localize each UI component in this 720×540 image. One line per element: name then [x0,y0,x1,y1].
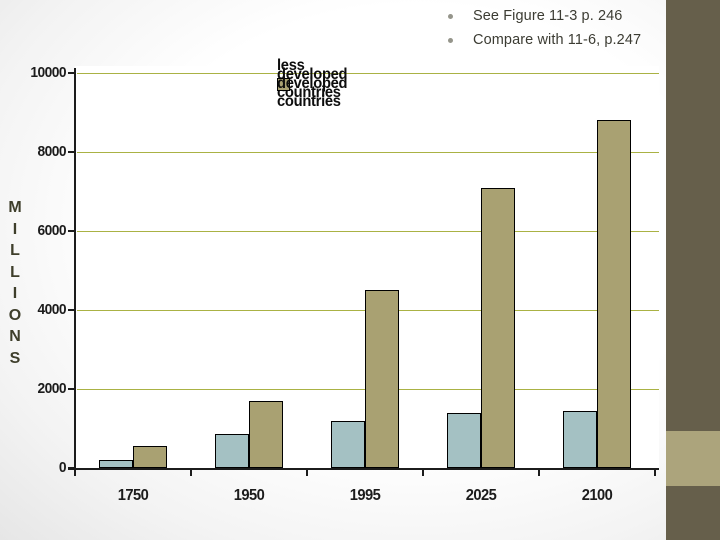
x-axis-line [68,468,659,470]
x-tick [538,468,540,476]
y-axis-title-letter: M [8,199,22,216]
y-tick [68,151,75,153]
legend-label: developed countries [277,66,348,101]
x-axis-tick-label: 1750 [117,487,149,504]
bar-less-developed-2100 [597,120,631,468]
y-axis-title-letter: I [12,220,18,238]
x-tick [306,468,308,476]
bar-developed-1750 [99,460,133,468]
x-axis-tick-label: 1995 [349,487,381,504]
bullet-text: See Figure 11-3 p. 246 [473,8,623,24]
x-tick [190,468,192,476]
bullet-text: Compare with 11-6, p.247 [473,32,642,48]
y-axis-title-letter: I [12,285,18,302]
y-axis-title-letter: L [10,263,20,281]
gridline [77,230,659,232]
x-axis-tick-label: 2100 [581,487,613,504]
legend-label: less developed countries [277,57,348,110]
y-tick [68,230,75,232]
y-axis-title-letter: L [10,242,20,259]
bar-developed-2100 [563,411,597,468]
bullet-list: See Figure 11-3 p. 246 Compare with 11-6… [448,7,663,55]
x-tick [422,468,424,476]
x-axis-tick-label: 2025 [465,487,497,504]
y-axis-title-letter: N [9,328,21,345]
bar-developed-1950 [215,434,249,468]
bullet-icon [448,38,453,43]
sidebar-accent-block [666,431,720,486]
bar-less-developed-2025 [481,188,515,468]
y-tick [68,72,75,74]
bar-less-developed-1950 [249,401,283,468]
y-axis-line [74,68,76,470]
x-axis-tick-label: 1950 [233,487,265,504]
y-axis-tick-label: 0 [58,459,67,476]
bullet-item: Compare with 11-6, p.247 [448,31,663,50]
y-axis-tick-label: 10000 [30,64,66,81]
bar-developed-2025 [447,413,481,468]
y-axis-title-letter: O [8,306,22,324]
y-axis-tick-label: 2000 [37,380,66,397]
sidebar-panel [666,0,720,540]
y-tick [68,309,75,311]
bar-less-developed-1750 [133,446,167,468]
gridline [77,72,659,74]
x-tick [74,468,76,476]
gridline [77,151,659,153]
bullet-icon [448,14,453,19]
y-axis-tick-label: 8000 [37,143,66,160]
y-axis-tick-label: 6000 [37,222,66,239]
y-axis-title-letter: S [9,349,21,367]
bar-developed-1995 [331,421,365,468]
legend-swatch-icon [277,77,290,91]
y-tick [68,388,75,390]
bar-less-developed-1995 [365,290,399,468]
x-tick [654,468,656,476]
bullet-item: See Figure 11-3 p. 246 [448,7,663,26]
y-axis-tick-label: 4000 [37,301,66,318]
